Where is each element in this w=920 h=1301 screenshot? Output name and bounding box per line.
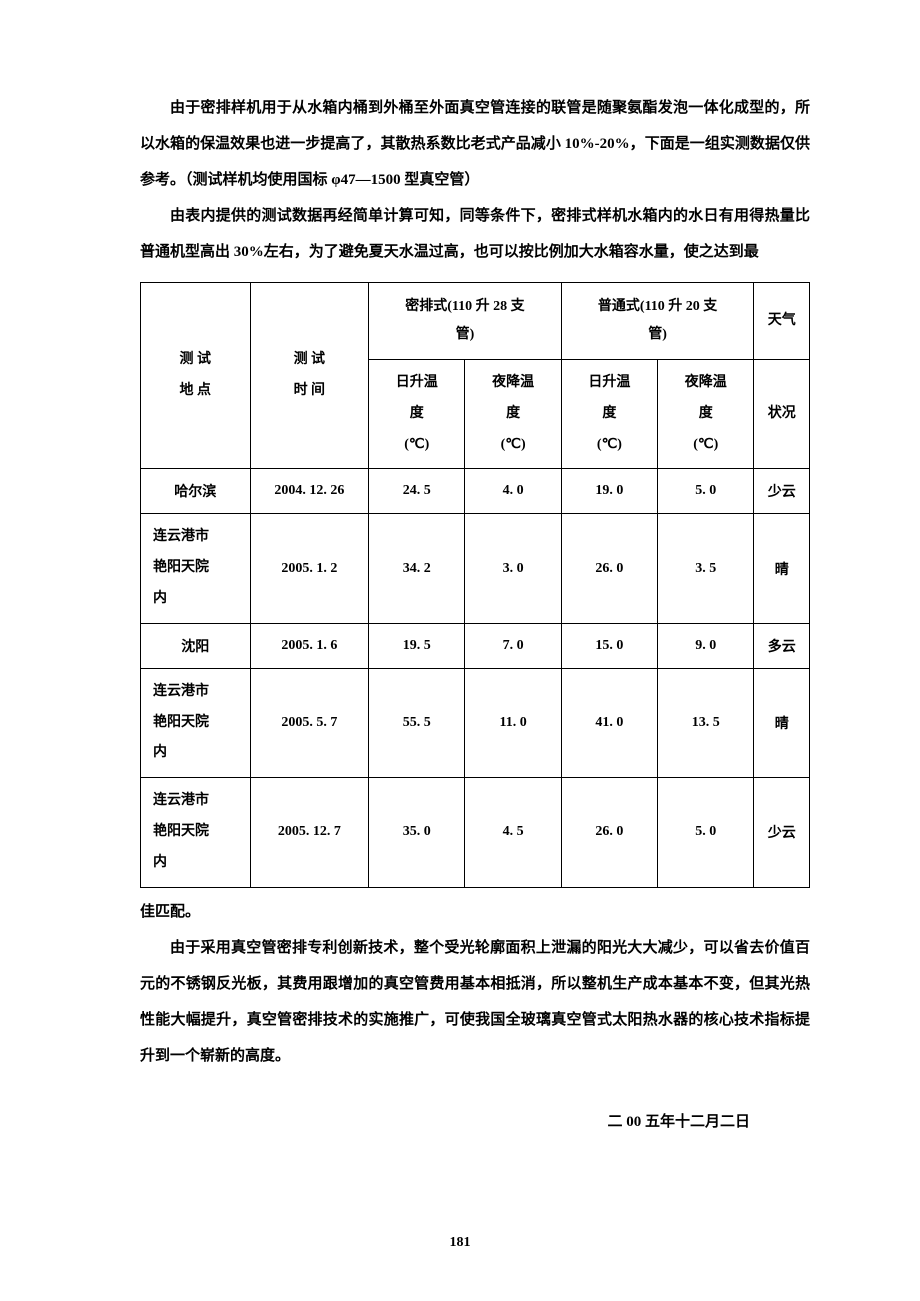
table-row: 连云港市艳阳天院内 2005. 5. 7 55. 5 11. 0 41. 0 1… [141, 668, 810, 777]
col-weather-top: 天气 [754, 283, 810, 360]
cell-time: 2005. 12. 7 [250, 778, 369, 887]
cell-weather: 少云 [754, 778, 810, 887]
cell-m-night: 11. 0 [465, 668, 561, 777]
col-p-night: 夜降温度(℃) [658, 360, 754, 469]
cell-m-day: 55. 5 [369, 668, 465, 777]
cell-m-day: 19. 5 [369, 623, 465, 668]
cell-time: 2005. 1. 2 [250, 514, 369, 623]
col-group-normal: 普通式(110 升 20 支管) [561, 283, 754, 360]
cell-location: 连云港市艳阳天院内 [141, 778, 251, 887]
paragraph-1: 由于密排样机用于从水箱内桶到外桶至外面真空管连接的联管是随聚氨酯发泡一体化成型的… [140, 90, 810, 198]
cell-location: 沈阳 [141, 623, 251, 668]
cell-weather: 少云 [754, 469, 810, 514]
table-row: 哈尔滨 2004. 12. 26 24. 5 4. 0 19. 0 5. 0 少… [141, 469, 810, 514]
col-time: 测 试时 间 [250, 283, 369, 469]
cell-location: 连云港市艳阳天院内 [141, 514, 251, 623]
cell-m-day: 34. 2 [369, 514, 465, 623]
page-number: 181 [450, 1235, 471, 1251]
table-row: 连云港市艳阳天院内 2005. 1. 2 34. 2 3. 0 26. 0 3.… [141, 514, 810, 623]
cell-m-night: 7. 0 [465, 623, 561, 668]
table-row: 沈阳 2005. 1. 6 19. 5 7. 0 15. 0 9. 0 多云 [141, 623, 810, 668]
paragraph-2: 由表内提供的测试数据再经简单计算可知，同等条件下，密排式样机水箱内的水日有用得热… [140, 198, 810, 270]
col-location: 测 试地 点 [141, 283, 251, 469]
cell-p-night: 5. 0 [658, 778, 754, 887]
col-weather-status: 状况 [754, 360, 810, 469]
cell-p-night: 3. 5 [658, 514, 754, 623]
cell-p-day: 26. 0 [561, 514, 657, 623]
cell-m-day: 24. 5 [369, 469, 465, 514]
cell-weather: 多云 [754, 623, 810, 668]
cell-weather: 晴 [754, 668, 810, 777]
cell-time: 2005. 1. 6 [250, 623, 369, 668]
paragraph-3-continue: 佳匹配。 [140, 894, 810, 930]
table-header-row-1: 测 试地 点 测 试时 间 密排式(110 升 28 支管) 普通式(110 升… [141, 283, 810, 360]
cell-p-night: 9. 0 [658, 623, 754, 668]
cell-time: 2005. 5. 7 [250, 668, 369, 777]
data-table: 测 试地 点 测 试时 间 密排式(110 升 28 支管) 普通式(110 升… [140, 282, 810, 888]
cell-p-night: 13. 5 [658, 668, 754, 777]
col-p-day: 日升温度(℃) [561, 360, 657, 469]
cell-m-night: 4. 0 [465, 469, 561, 514]
cell-p-day: 41. 0 [561, 668, 657, 777]
date-line: 二 00 五年十二月二日 [140, 1110, 810, 1131]
col-m-night: 夜降温度(℃) [465, 360, 561, 469]
cell-p-day: 26. 0 [561, 778, 657, 887]
cell-weather: 晴 [754, 514, 810, 623]
cell-m-night: 4. 5 [465, 778, 561, 887]
cell-time: 2004. 12. 26 [250, 469, 369, 514]
col-m-day: 日升温度(℃) [369, 360, 465, 469]
cell-p-day: 15. 0 [561, 623, 657, 668]
cell-location: 连云港市艳阳天院内 [141, 668, 251, 777]
col-group-dense: 密排式(110 升 28 支管) [369, 283, 562, 360]
cell-location: 哈尔滨 [141, 469, 251, 514]
table-row: 连云港市艳阳天院内 2005. 12. 7 35. 0 4. 5 26. 0 5… [141, 778, 810, 887]
cell-m-night: 3. 0 [465, 514, 561, 623]
data-table-container: 测 试地 点 测 试时 间 密排式(110 升 28 支管) 普通式(110 升… [140, 282, 810, 888]
paragraph-4: 由于采用真空管密排专利创新技术，整个受光轮廓面积上泄漏的阳光大大减少，可以省去价… [140, 930, 810, 1074]
cell-p-night: 5. 0 [658, 469, 754, 514]
cell-p-day: 19. 0 [561, 469, 657, 514]
cell-m-day: 35. 0 [369, 778, 465, 887]
